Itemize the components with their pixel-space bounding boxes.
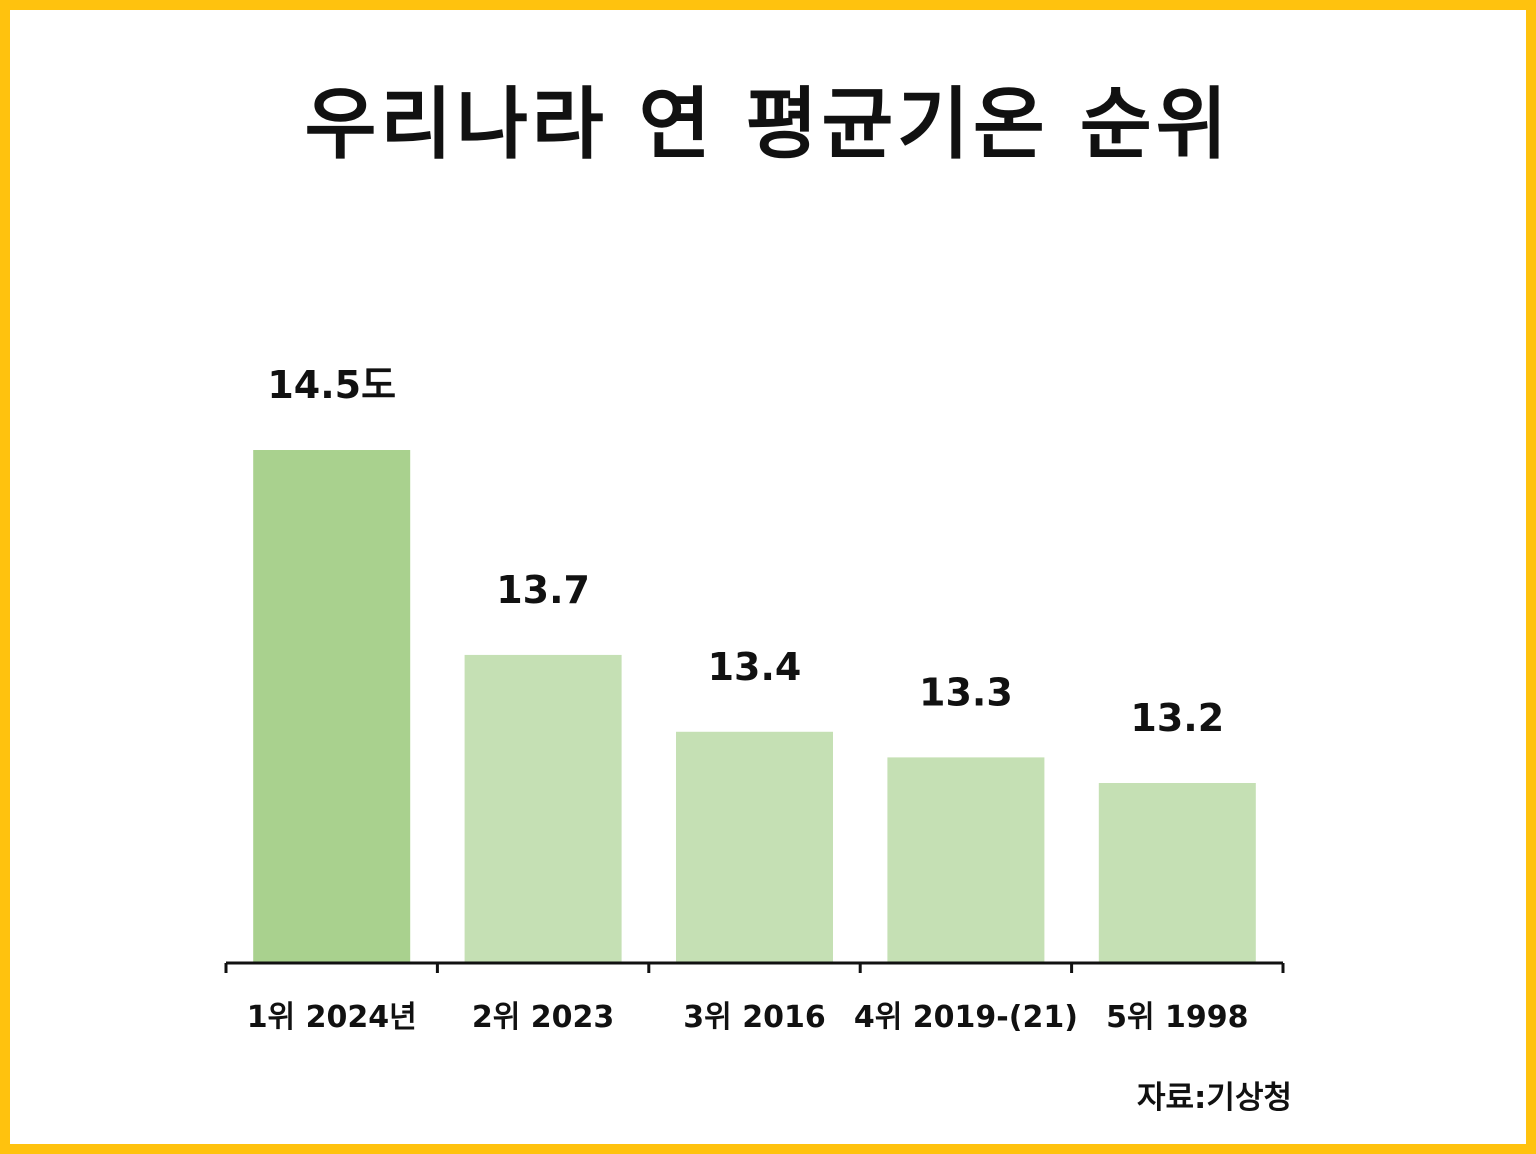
value-label-3: 13.4: [708, 645, 802, 689]
bar-3: [676, 731, 833, 963]
bar-4: [887, 757, 1045, 963]
category-label-4: 4위 2019-(21): [854, 1000, 1078, 1035]
bar-1: [253, 450, 411, 963]
category-label-1: 1위 2024년: [247, 1000, 417, 1035]
bar-5: [1098, 783, 1256, 963]
category-label-5: 5위 1998: [1106, 1000, 1248, 1035]
value-label-1: 14.5도: [267, 363, 396, 407]
source-note: 자료:기상청: [1137, 1080, 1292, 1116]
category-label-3: 3위 2016: [683, 1000, 825, 1035]
category-label-2: 2위 2023: [472, 1000, 614, 1035]
chart-title: 우리나라 연 평균기온 순위: [304, 80, 1232, 170]
value-label-5: 13.2: [1130, 696, 1224, 740]
value-label-4: 13.3: [919, 670, 1013, 714]
value-label-2: 13.7: [496, 568, 590, 612]
bar-2: [464, 654, 622, 963]
